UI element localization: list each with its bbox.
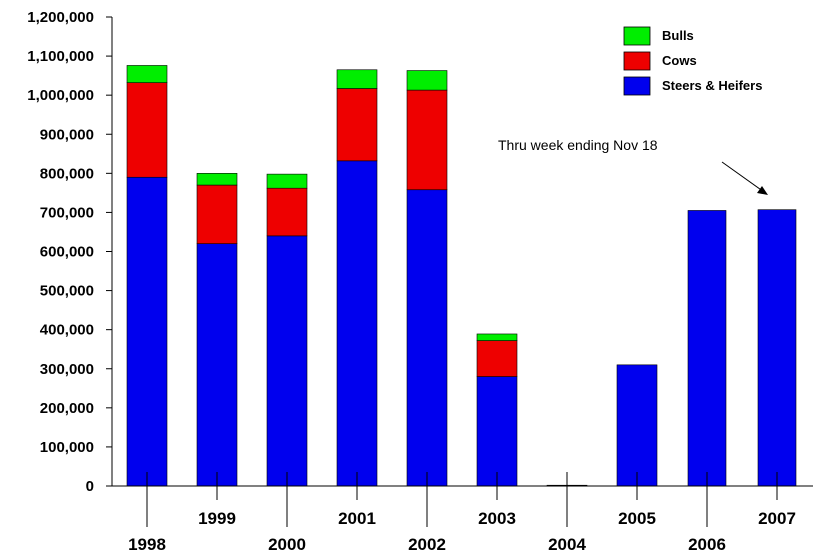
legend-swatch — [623, 51, 651, 71]
bars-group — [126, 65, 797, 487]
bar-segment — [126, 82, 168, 178]
x-axis: 1998 1999 2000 2001 2002 2003 2004 2005 2006 2007 — [112, 472, 813, 554]
legend-swatch — [623, 76, 651, 96]
y-tick-label: 900,000 — [40, 126, 94, 143]
x-tick-label: 1998 — [128, 535, 166, 554]
bar-segment — [266, 235, 308, 487]
x-tick-label: 1999 — [198, 509, 236, 528]
y-tick-label: 500,000 — [40, 283, 94, 300]
bar-segment — [406, 70, 448, 91]
bar-segment — [126, 176, 168, 487]
y-tick-label: 1,200,000 — [27, 9, 94, 26]
y-tick-label: 1,100,000 — [27, 48, 94, 65]
annotation-arrow-head — [757, 186, 768, 195]
legend-label: Bulls — [662, 28, 694, 43]
annotation-arrow-line — [721, 161, 765, 193]
y-tick-label: 600,000 — [40, 244, 94, 261]
x-tick-label: 2002 — [408, 535, 446, 554]
x-tick-label: 2001 — [338, 509, 376, 528]
legend-label: Steers & Heifers — [662, 78, 762, 93]
bar-segment — [336, 160, 378, 487]
bar-segment — [476, 340, 518, 377]
bar-segment — [406, 89, 448, 191]
y-tick-label: 0 — [86, 478, 94, 495]
bar-segment — [126, 65, 168, 83]
y-tick-label: 100,000 — [40, 439, 94, 456]
x-tick-label: 2007 — [758, 509, 796, 528]
legend-label: Cows — [662, 53, 697, 68]
bar-segment — [266, 173, 308, 189]
x-tick-label: 2004 — [548, 535, 586, 554]
bar-segment — [757, 209, 797, 487]
bar-segment — [196, 173, 238, 186]
y-tick-label: 1,000,000 — [27, 87, 94, 104]
x-tick-label: 2005 — [618, 509, 656, 528]
x-tick-label: 2000 — [268, 535, 306, 554]
bar-segment — [476, 333, 518, 341]
bar-segment — [266, 187, 308, 237]
x-tick-label: 2006 — [688, 535, 726, 554]
bar-segment — [616, 364, 658, 487]
y-tick-label: 300,000 — [40, 361, 94, 378]
y-axis: 0 100,000 200,000 300,000 400,000 500,000 600,… — [27, 9, 113, 495]
annotation-text: Thru week ending Nov 18 — [498, 137, 658, 153]
y-tick-label: 800,000 — [40, 165, 94, 182]
bar-segment — [336, 88, 378, 162]
annotation: Thru week ending Nov 18 — [498, 137, 768, 195]
bar-segment — [196, 243, 238, 487]
y-tick-label: 200,000 — [40, 400, 94, 417]
bar-segment — [406, 189, 448, 487]
bar-segment — [336, 69, 378, 89]
bar-segment — [476, 376, 518, 487]
legend: Bulls Cows Steers & Heifers — [623, 26, 762, 96]
y-tick-label: 400,000 — [40, 322, 94, 339]
bar-segment — [687, 210, 727, 487]
bar-segment — [196, 184, 238, 244]
y-tick-label: 700,000 — [40, 204, 94, 221]
x-tick-label: 2003 — [478, 509, 516, 528]
legend-swatch — [623, 26, 651, 46]
